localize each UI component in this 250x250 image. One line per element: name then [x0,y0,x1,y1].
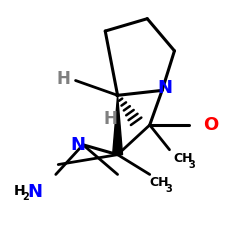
Text: O: O [203,116,218,134]
Text: N: N [70,136,86,154]
Text: N: N [27,183,42,201]
Text: H: H [14,184,26,198]
Text: N: N [157,79,172,97]
Text: 2: 2 [22,192,29,202]
Text: 3: 3 [188,160,195,170]
Text: 3: 3 [166,184,172,194]
Text: CH: CH [173,152,193,165]
Text: H: H [103,110,117,128]
Polygon shape [113,95,122,155]
Text: CH: CH [150,176,169,189]
Text: H: H [56,70,70,88]
